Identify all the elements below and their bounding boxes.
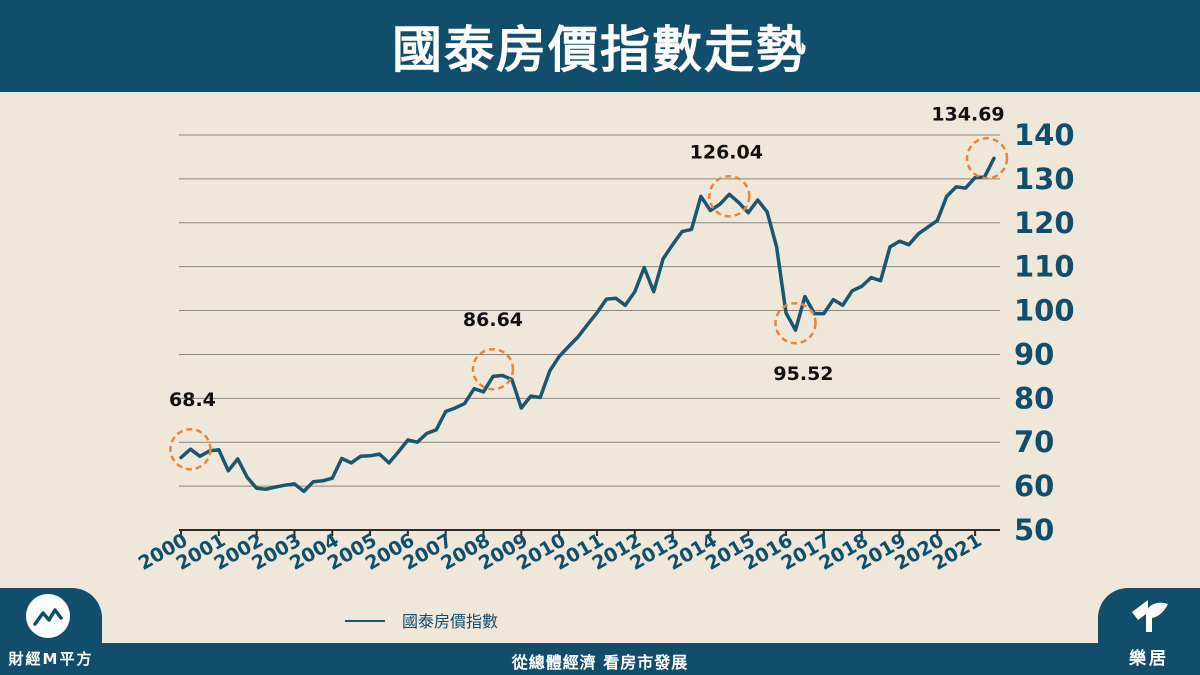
legend: 國泰房價指數 bbox=[345, 612, 498, 631]
data-label: 68.4 bbox=[169, 389, 216, 411]
house-leaf-logo-icon bbox=[1126, 596, 1174, 636]
y-tick-label: 60 bbox=[1014, 469, 1054, 503]
x-axis-tick-labels: 2000200120022003200420052006200720082009… bbox=[135, 529, 986, 574]
highlight-circle bbox=[708, 175, 751, 218]
line-chart-logo-icon bbox=[26, 594, 70, 638]
y-tick-label: 130 bbox=[1014, 162, 1075, 196]
legend-label: 國泰房價指數 bbox=[402, 612, 498, 631]
y-tick-label: 50 bbox=[1014, 513, 1054, 547]
y-tick-label: 90 bbox=[1014, 337, 1054, 371]
brand-left-name: 財經M平方 bbox=[8, 650, 94, 668]
highlight-circle bbox=[965, 137, 1009, 180]
data-label: 126.04 bbox=[690, 141, 763, 163]
highlight-circle bbox=[774, 301, 817, 345]
y-tick-label: 70 bbox=[1014, 425, 1054, 459]
series-line bbox=[179, 156, 996, 494]
highlight-circle bbox=[471, 347, 515, 391]
highlight-circle bbox=[169, 427, 212, 471]
y-tick-label: 140 bbox=[1014, 118, 1075, 152]
y-axis-tick-labels: 50 60 70 80 90 100 110 120 130 140 bbox=[1014, 118, 1075, 547]
annotation-layer: 68.4 86.64 126.04 95.52 134.69 bbox=[169, 103, 1009, 471]
gridlines bbox=[179, 134, 1000, 531]
y-tick-label: 120 bbox=[1014, 206, 1075, 240]
y-tick-label: 100 bbox=[1014, 294, 1075, 328]
brand-right-name: 樂居 bbox=[1129, 649, 1169, 669]
y-tick-label: 110 bbox=[1014, 250, 1075, 284]
data-label: 134.69 bbox=[931, 103, 1004, 125]
series-line-layer bbox=[179, 156, 996, 494]
brand-left-badge: 財經M平方 bbox=[0, 588, 102, 675]
footer-bar: 從總體經濟 看房市發展 bbox=[0, 643, 1200, 675]
data-label: 86.64 bbox=[463, 309, 523, 331]
brand-right-badge: 樂居 bbox=[1098, 588, 1200, 675]
data-label: 95.52 bbox=[773, 363, 833, 385]
page-title: 國泰房價指數走勢 bbox=[392, 21, 808, 79]
y-tick-label: 80 bbox=[1014, 381, 1054, 415]
title-bar: 國泰房價指數走勢 bbox=[0, 0, 1200, 92]
footer-tagline: 從總體經濟 看房市發展 bbox=[511, 653, 689, 672]
